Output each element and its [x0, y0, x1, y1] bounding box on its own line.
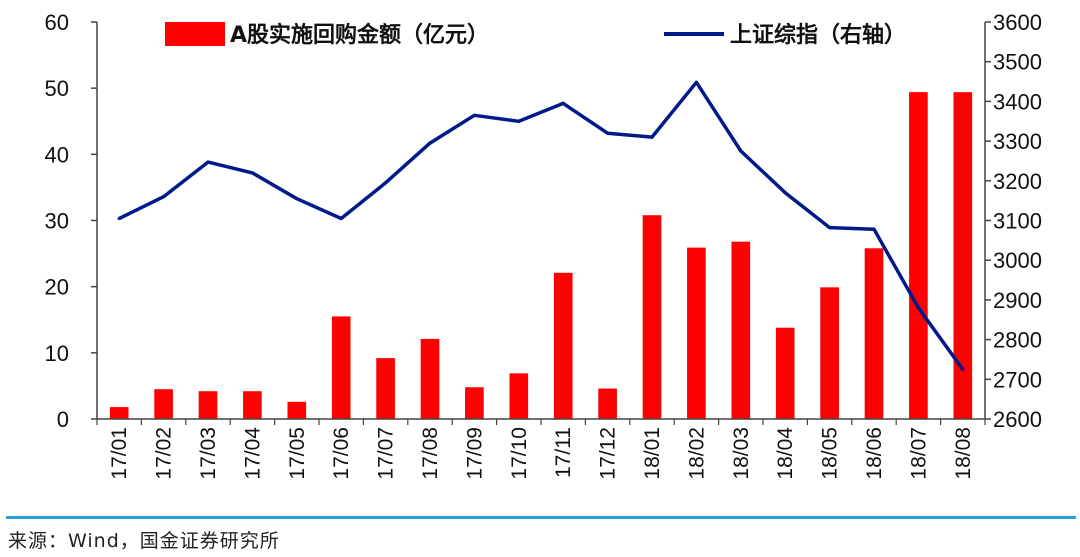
line-point — [739, 149, 743, 153]
y-left-tick-label: 40 — [45, 142, 69, 167]
bar — [243, 391, 262, 419]
y-left-tick-label: 60 — [45, 10, 69, 35]
legend-line-label: 上证综指（右轴） — [730, 22, 906, 48]
bar — [598, 388, 617, 419]
x-tick-label: 18/07 — [907, 427, 930, 480]
line-point — [872, 227, 876, 231]
source-note: 来源：Wind，国金证券研究所 — [8, 530, 280, 552]
line-point — [961, 367, 965, 371]
y-left-tick-label: 30 — [45, 209, 69, 234]
y-left-tick-label: 50 — [45, 76, 69, 101]
y-left-tick-label: 0 — [57, 407, 69, 432]
line-point — [472, 113, 476, 117]
bar — [198, 391, 218, 419]
line-point — [694, 80, 699, 84]
y-right-tick-label: 3500 — [993, 50, 1042, 75]
bar — [287, 401, 307, 419]
x-tick-label: 17/03 — [197, 427, 220, 480]
y-right-tick-label: 2700 — [993, 367, 1042, 392]
legend: A股实施回购金额（亿元） 上证综指（右轴） — [165, 22, 906, 48]
y-right-tick-label: 3200 — [993, 169, 1042, 194]
bar — [820, 287, 839, 419]
bar — [731, 241, 751, 419]
y-right-tick-label: 3600 — [993, 10, 1042, 35]
y-right-tick-label: 3100 — [993, 209, 1042, 234]
x-tick-label: 17/08 — [419, 427, 442, 480]
bar — [331, 316, 351, 419]
x-tick-label: 17/10 — [508, 427, 531, 480]
y-right-tick-label: 3000 — [993, 248, 1042, 273]
line-point — [828, 226, 832, 230]
bar — [509, 373, 529, 419]
bar — [465, 387, 484, 419]
x-tick-label: 18/02 — [685, 427, 708, 480]
x-tick-label: 17/04 — [241, 427, 264, 480]
y-right-tick-label: 3300 — [993, 129, 1042, 154]
axes: 0 10 20 30 40 50 60 2600 2700 2800 2900 3000 3100 320… — [45, 10, 1042, 480]
line-point — [606, 131, 610, 135]
line-point — [428, 141, 432, 145]
x-tick-label: 18/05 — [819, 427, 842, 480]
x-tick-label: 17/07 — [375, 427, 398, 480]
line-point — [206, 160, 210, 164]
x-tick-label: 18/06 — [863, 427, 886, 480]
y-left-tick-label: 10 — [45, 341, 69, 366]
source-divider — [6, 516, 1076, 519]
line-point — [339, 216, 343, 221]
line-series — [117, 80, 965, 371]
y-right-tick-label: 2800 — [993, 328, 1042, 353]
line-point — [517, 119, 521, 123]
x-tick-label: 18/01 — [641, 427, 664, 480]
index-line — [118, 80, 965, 371]
bar — [642, 215, 662, 419]
x-tick-label: 18/03 — [730, 427, 753, 480]
line-point — [561, 101, 565, 105]
line-point — [384, 181, 388, 185]
line-point — [650, 135, 654, 139]
bar — [953, 92, 973, 420]
x-tick-label: 17/12 — [597, 427, 620, 480]
x-tick-label: 17/01 — [108, 427, 131, 480]
x-tick-label: 17/09 — [463, 427, 486, 480]
y-right-tick-label: 2900 — [993, 288, 1042, 313]
x-tick-label: 18/04 — [774, 427, 797, 480]
y-right-tick-label: 2600 — [993, 407, 1042, 432]
line-point — [295, 197, 299, 201]
bar — [376, 358, 395, 419]
x-tick-label: 17/05 — [286, 427, 309, 480]
bar — [420, 338, 440, 419]
bar-series — [109, 92, 973, 420]
line-point — [916, 306, 921, 310]
x-tick-label: 17/11 — [552, 427, 575, 478]
bar — [687, 247, 706, 419]
y-left-tick-label: 20 — [45, 275, 69, 300]
line-point — [250, 171, 254, 175]
bar — [154, 389, 173, 419]
legend-bar-swatch — [165, 22, 225, 46]
x-tick-label: 18/08 — [952, 427, 975, 480]
x-tick-label: 17/02 — [153, 427, 176, 480]
bar — [864, 248, 884, 419]
bar — [909, 92, 928, 420]
bar — [109, 407, 129, 419]
x-tick-label: 17/06 — [330, 427, 353, 480]
bar — [775, 327, 795, 419]
line-point — [117, 216, 121, 221]
line-point — [162, 195, 166, 199]
line-point — [783, 191, 787, 195]
bar — [553, 272, 573, 419]
y-right-tick-label: 3400 — [993, 89, 1042, 114]
legend-bar-label: A股实施回购金额（亿元） — [230, 22, 489, 48]
